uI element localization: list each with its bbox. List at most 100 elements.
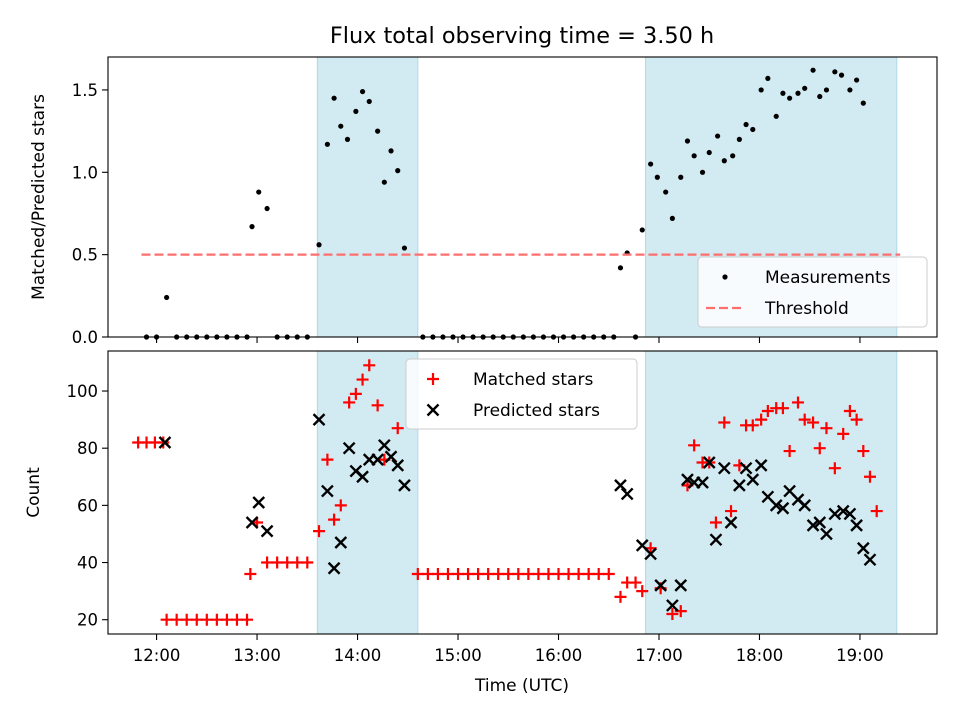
measurement-point (810, 67, 816, 73)
y-tick-label: 0.0 (72, 328, 98, 347)
measurement-point (249, 224, 255, 230)
matched-star-point (828, 462, 841, 475)
y-tick-label: 20 (77, 611, 98, 630)
measurement-point (381, 179, 387, 185)
predicted-star-point (820, 527, 833, 541)
matched-star-point (200, 613, 213, 626)
measurement-point (758, 87, 764, 93)
matched-star-point (291, 556, 304, 569)
predicted-star-point (828, 507, 842, 521)
matched-star-point (614, 590, 627, 603)
predicted-star-point (252, 496, 266, 509)
matched-star-point (843, 405, 856, 418)
matched-star-point (482, 567, 495, 580)
x-tick-label: 14:00 (334, 646, 382, 665)
matched-star-point (363, 359, 376, 372)
measurement-point (639, 227, 645, 233)
measurement-point (331, 95, 337, 101)
matched-star-point (244, 567, 257, 580)
matched-star-point (371, 399, 384, 412)
legend-label: Matched stars (473, 370, 593, 390)
measurement-point (353, 108, 359, 114)
predicted-star-point (356, 470, 369, 484)
predicted-star-point (321, 484, 334, 498)
matched-star-point (261, 556, 274, 569)
measurement-point (743, 121, 749, 128)
y-tick-label: 40 (77, 554, 98, 573)
matched-star-point (522, 567, 535, 580)
matched-star-point (807, 416, 820, 429)
matched-star-point (562, 567, 575, 580)
predicted-star-point (158, 436, 172, 449)
matched-star-point (592, 567, 605, 580)
matched-star-point (220, 613, 233, 626)
measurement-point (401, 245, 408, 251)
matched-star-point (210, 613, 223, 626)
predicted-star-point (863, 553, 877, 567)
measurement-point (730, 153, 736, 159)
predicted-star-point (806, 519, 820, 532)
measurement-point (847, 87, 853, 93)
measurement-point (669, 215, 675, 222)
count-panel-ylabel: Count (24, 467, 44, 518)
predicted-star-point (739, 461, 753, 475)
predicted-star-point (733, 479, 746, 492)
x-tick-label: 16:00 (535, 646, 583, 665)
matched-star-point (421, 567, 434, 580)
predicted-star-point (798, 499, 812, 512)
y-tick-label: 60 (77, 496, 98, 515)
matched-star-point (532, 567, 545, 580)
y-tick-label: 1.5 (72, 81, 98, 100)
matched-star-point (349, 387, 362, 400)
matched-star-point (870, 505, 883, 518)
matched-star-point (542, 567, 555, 580)
count-panel-frame (107, 350, 938, 635)
predicted-star-point (681, 473, 694, 486)
x-axis-label: Time (UTC) (474, 676, 569, 696)
shaded-interval (316, 350, 419, 635)
measurement-point (648, 161, 654, 167)
matched-star-point (391, 422, 404, 435)
matched-star-point (472, 567, 485, 580)
matched-star-point (271, 556, 284, 569)
matched-star-point (343, 396, 356, 409)
matched-star-point (798, 413, 811, 426)
matched-star-point (718, 416, 731, 429)
measurement-point (691, 153, 697, 159)
legend-predicted-swatch (426, 403, 440, 417)
measurement-point (678, 174, 684, 180)
measurement-point (838, 72, 845, 78)
matched-star-point (230, 613, 243, 626)
matched-star-point (431, 567, 444, 580)
predicted-star-point (312, 413, 326, 426)
ratio-panel-legend: Measurements Threshold (697, 256, 928, 328)
matched-star-point (746, 419, 759, 432)
measurement-point (823, 87, 830, 93)
y-tick-label: 80 (77, 439, 98, 458)
measurement-point (344, 136, 351, 142)
predicted-star-point (371, 453, 384, 466)
x-tick-label: 19:00 (836, 646, 884, 665)
x-tick-label: 15:00 (434, 646, 482, 665)
matched-star-point (761, 405, 774, 418)
legend-label: Threshold (764, 299, 849, 319)
measurement-point (787, 95, 793, 101)
matched-star-point (356, 373, 369, 386)
measurement-point (338, 123, 344, 129)
matched-star-point (709, 516, 722, 529)
predicted-star-point (342, 441, 356, 455)
predicted-star-point (334, 536, 348, 549)
ratio-panel-ylabel: Matched/Predicted stars (29, 94, 49, 300)
legend-box (697, 256, 928, 328)
predicted-star-point (856, 541, 870, 555)
matched-star-point (572, 567, 585, 580)
ratio-panel-frame (107, 56, 938, 338)
matched-star-point (813, 442, 826, 455)
matched-star-point (281, 556, 294, 569)
measurement-point (721, 158, 727, 164)
predicted-star-point (696, 476, 709, 489)
measurement-point (765, 75, 771, 82)
predicted-star-point (813, 516, 827, 529)
x-tick-label: 13:00 (233, 646, 281, 665)
